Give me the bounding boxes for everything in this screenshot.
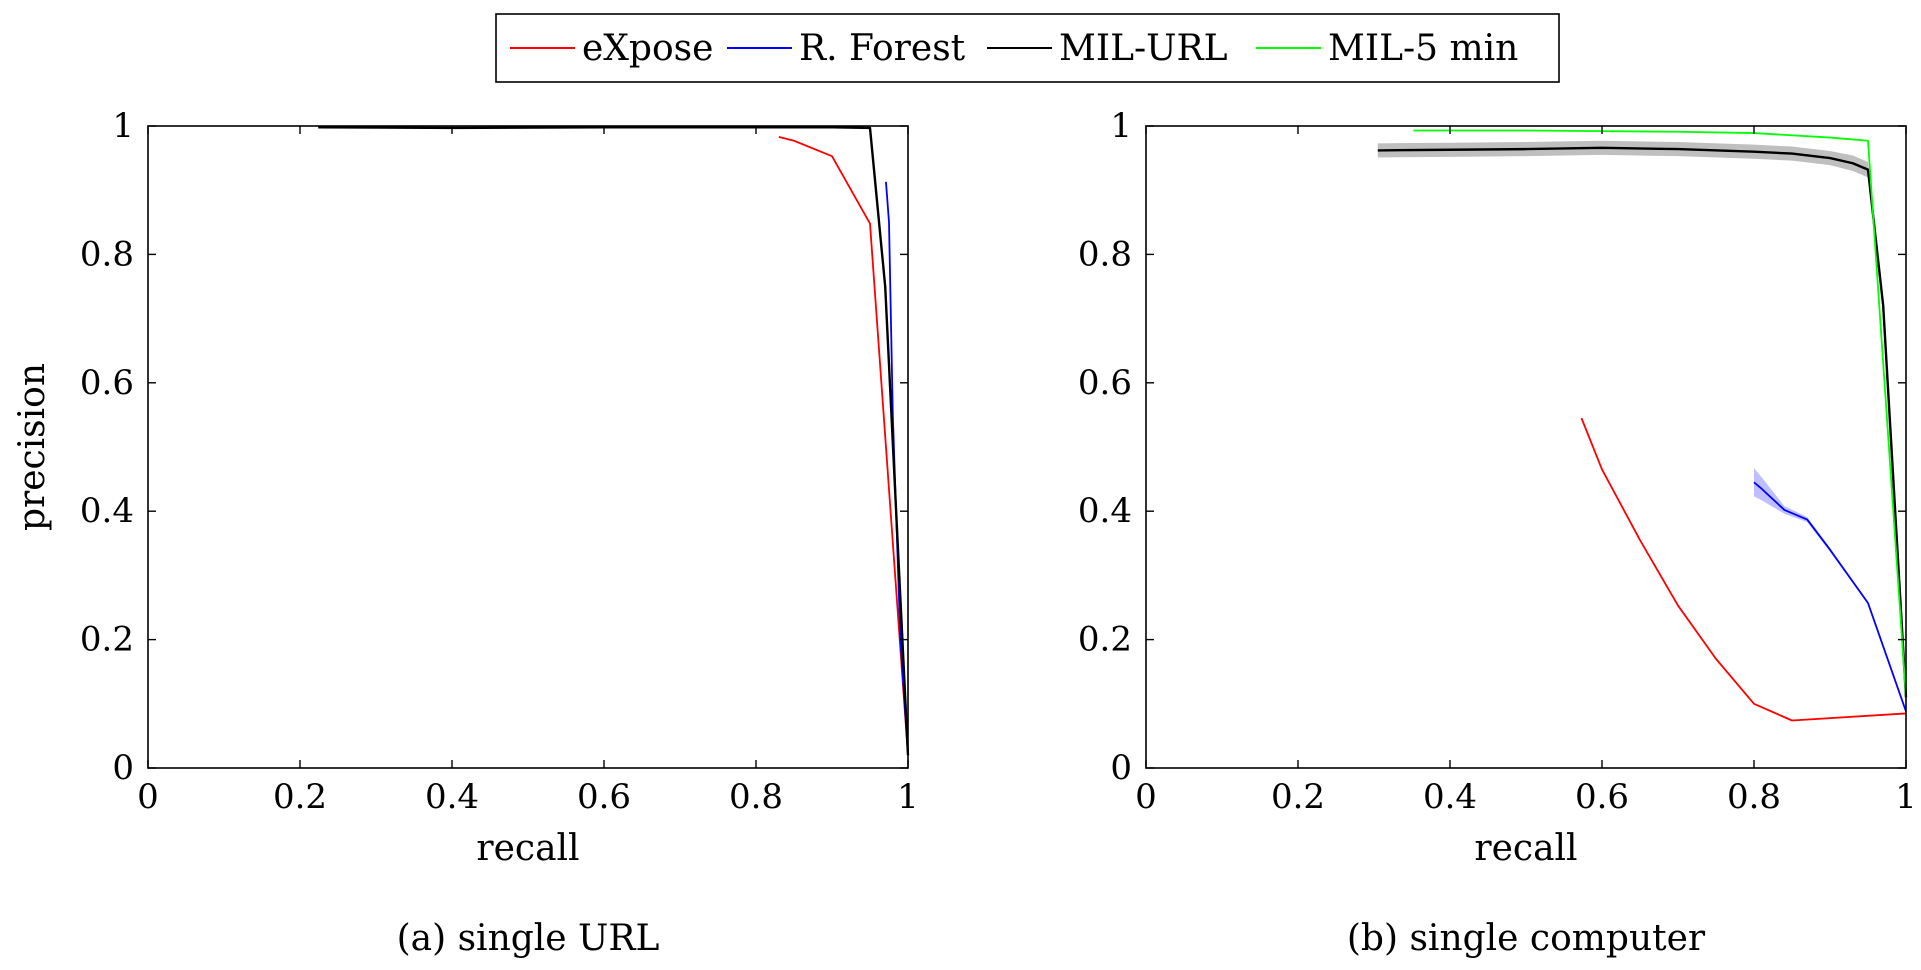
panel-single-computer: 0 0.2 0.4 0.6 0.8 1 0 0.2 0.4 0.6 0.8 1 recall (b) si… bbox=[1078, 106, 1917, 959]
legend-entry-mil-url: MIL-URL bbox=[987, 28, 1228, 69]
x-tick-label: 1 bbox=[1895, 777, 1917, 817]
legend-entry-mil-5-min: MIL-5 min bbox=[1256, 28, 1518, 69]
y-tick-label: 0.2 bbox=[1078, 620, 1132, 660]
x-tick-label: 0.6 bbox=[577, 777, 631, 817]
x-tick-label: 0 bbox=[137, 777, 159, 817]
panel-caption: (a) single URL bbox=[397, 918, 660, 959]
y-tick-label: 0.8 bbox=[80, 234, 134, 274]
x-tick-label: 1 bbox=[897, 777, 919, 817]
axes-frame bbox=[1145, 125, 1907, 769]
y-tick-label: 0.2 bbox=[80, 620, 134, 660]
legend: eXpose R. Forest MIL-URL MIL-5 min bbox=[495, 13, 1560, 83]
series-line-expose bbox=[1580, 417, 1907, 722]
plot-area bbox=[148, 126, 908, 768]
x-tick-label: 0.4 bbox=[1423, 777, 1477, 817]
x-axis-label: recall bbox=[1474, 828, 1577, 869]
panel-single-url: 0 0.2 0.4 0.6 0.8 1 0 0.2 0.4 0.6 0.8 1 recall precis… bbox=[12, 106, 919, 959]
series-line-mil-url bbox=[1377, 146, 1908, 698]
confidence-band-r-forest bbox=[1754, 468, 1906, 713]
x-tick-label: 0.2 bbox=[1271, 777, 1325, 817]
x-tick-label: 0.8 bbox=[1727, 777, 1781, 817]
series-line-r-forest bbox=[885, 181, 909, 756]
y-tick-label: 0.6 bbox=[1078, 363, 1132, 403]
legend-label: MIL-5 min bbox=[1328, 28, 1518, 69]
legend-label: R. Forest bbox=[799, 28, 966, 69]
y-tick-label: 0.6 bbox=[80, 363, 134, 403]
x-tick-label: 0.2 bbox=[273, 777, 327, 817]
y-tick-label: 1 bbox=[112, 106, 134, 146]
legend-entry-expose: eXpose bbox=[510, 28, 713, 69]
series-line-mil-5-min bbox=[1413, 129, 1907, 698]
panel-caption: (b) single computer bbox=[1347, 918, 1706, 959]
x-tick-label: 0.6 bbox=[1575, 777, 1629, 817]
legend-label: eXpose bbox=[582, 28, 713, 69]
legend-label: MIL-URL bbox=[1059, 28, 1228, 69]
y-tick-label: 1 bbox=[1110, 106, 1132, 146]
y-tick-label: 0.8 bbox=[1078, 234, 1132, 274]
y-tick-label: 0.4 bbox=[1078, 491, 1132, 531]
x-axis-label: recall bbox=[476, 828, 579, 869]
series-line-expose bbox=[778, 136, 909, 756]
y-tick-label: 0 bbox=[112, 748, 134, 788]
y-tick-label: 0.4 bbox=[80, 491, 134, 531]
legend-entry-r-forest: R. Forest bbox=[727, 28, 966, 69]
y-tick-label: 0 bbox=[1110, 748, 1132, 788]
y-axis-label: precision bbox=[12, 363, 53, 531]
series-line-r-forest bbox=[1753, 481, 1907, 712]
x-tick-label: 0 bbox=[1135, 777, 1157, 817]
axes-frame bbox=[147, 125, 909, 769]
series-line-mil-url bbox=[318, 126, 910, 756]
x-tick-label: 0.4 bbox=[425, 777, 479, 817]
plot-area bbox=[1146, 126, 1906, 768]
x-tick-label: 0.8 bbox=[729, 777, 783, 817]
